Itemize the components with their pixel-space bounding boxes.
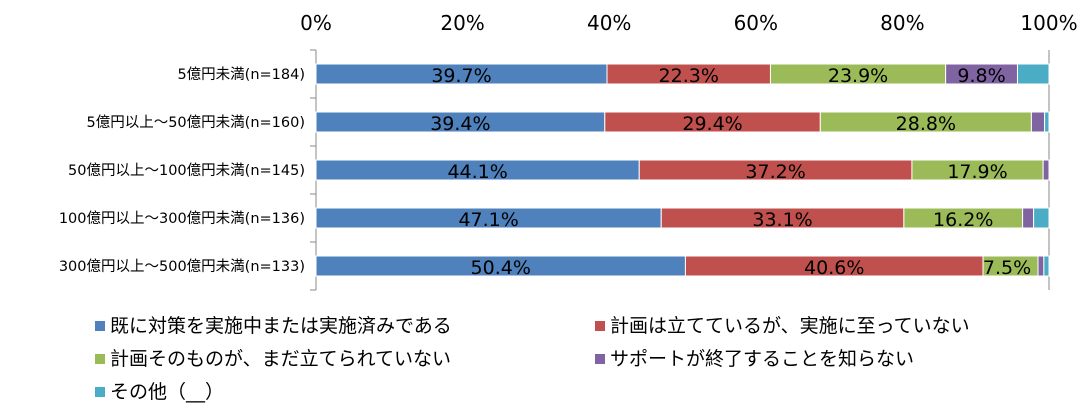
x-tick-label: 0% [300, 11, 332, 35]
data-label: 22.3% [659, 65, 719, 87]
data-label: 37.2% [745, 161, 805, 183]
category-label: 300億円以上～500億円未満(n=133) [59, 258, 305, 275]
bar-segment [1022, 207, 1035, 229]
category-label: 100億円以上～300億円未満(n=136) [59, 210, 305, 227]
bar-segment [1037, 255, 1045, 277]
legend-swatch [595, 354, 605, 364]
data-label: 39.7% [431, 65, 491, 87]
data-label: 39.4% [430, 113, 490, 135]
bar-segment [1016, 63, 1050, 85]
data-label: 7.5% [983, 257, 1031, 279]
data-label: 40.6% [804, 257, 864, 279]
bar-segment [1043, 255, 1050, 277]
bar-segment [1033, 207, 1050, 229]
data-label: 50.4% [471, 257, 531, 279]
data-label: 29.4% [682, 113, 742, 135]
x-tick-label: 20% [440, 11, 484, 35]
data-label: 28.8% [896, 113, 956, 135]
x-tick-label: 40% [587, 11, 631, 35]
bar-segment [1042, 159, 1050, 181]
legend-label: 計画は立てているが、実施に至っていない [610, 315, 970, 337]
data-label: 33.1% [752, 209, 812, 231]
data-label: 16.2% [933, 209, 993, 231]
data-label: 9.8% [957, 65, 1005, 87]
category-label: 5億円以上～50億円未満(n=160) [86, 114, 305, 131]
bar-segment [1030, 111, 1046, 133]
bar-segment [1044, 111, 1050, 133]
legend-swatch [95, 387, 105, 397]
legend-swatch [95, 354, 105, 364]
legend-label: サポートが終了することを知らない [610, 348, 914, 370]
category-label: 5億円未満(n=184) [177, 66, 305, 83]
x-tick-label: 100% [1020, 11, 1077, 35]
category-label: 50億円以上～100億円未満(n=145) [68, 162, 305, 179]
legend-label: 計画そのものが、まだ立てられていない [110, 348, 451, 370]
legend-label: 既に対策を実施中または実施済みである [110, 315, 452, 337]
legend-swatch [95, 321, 105, 331]
x-tick-label: 60% [734, 11, 778, 35]
legend-swatch [595, 321, 605, 331]
x-tick-label: 80% [880, 11, 924, 35]
data-label: 17.9% [947, 161, 1007, 183]
data-label: 44.1% [447, 161, 507, 183]
legend-label: その他（__） [110, 381, 224, 403]
data-label: 23.9% [828, 65, 888, 87]
data-label: 47.1% [458, 209, 518, 231]
